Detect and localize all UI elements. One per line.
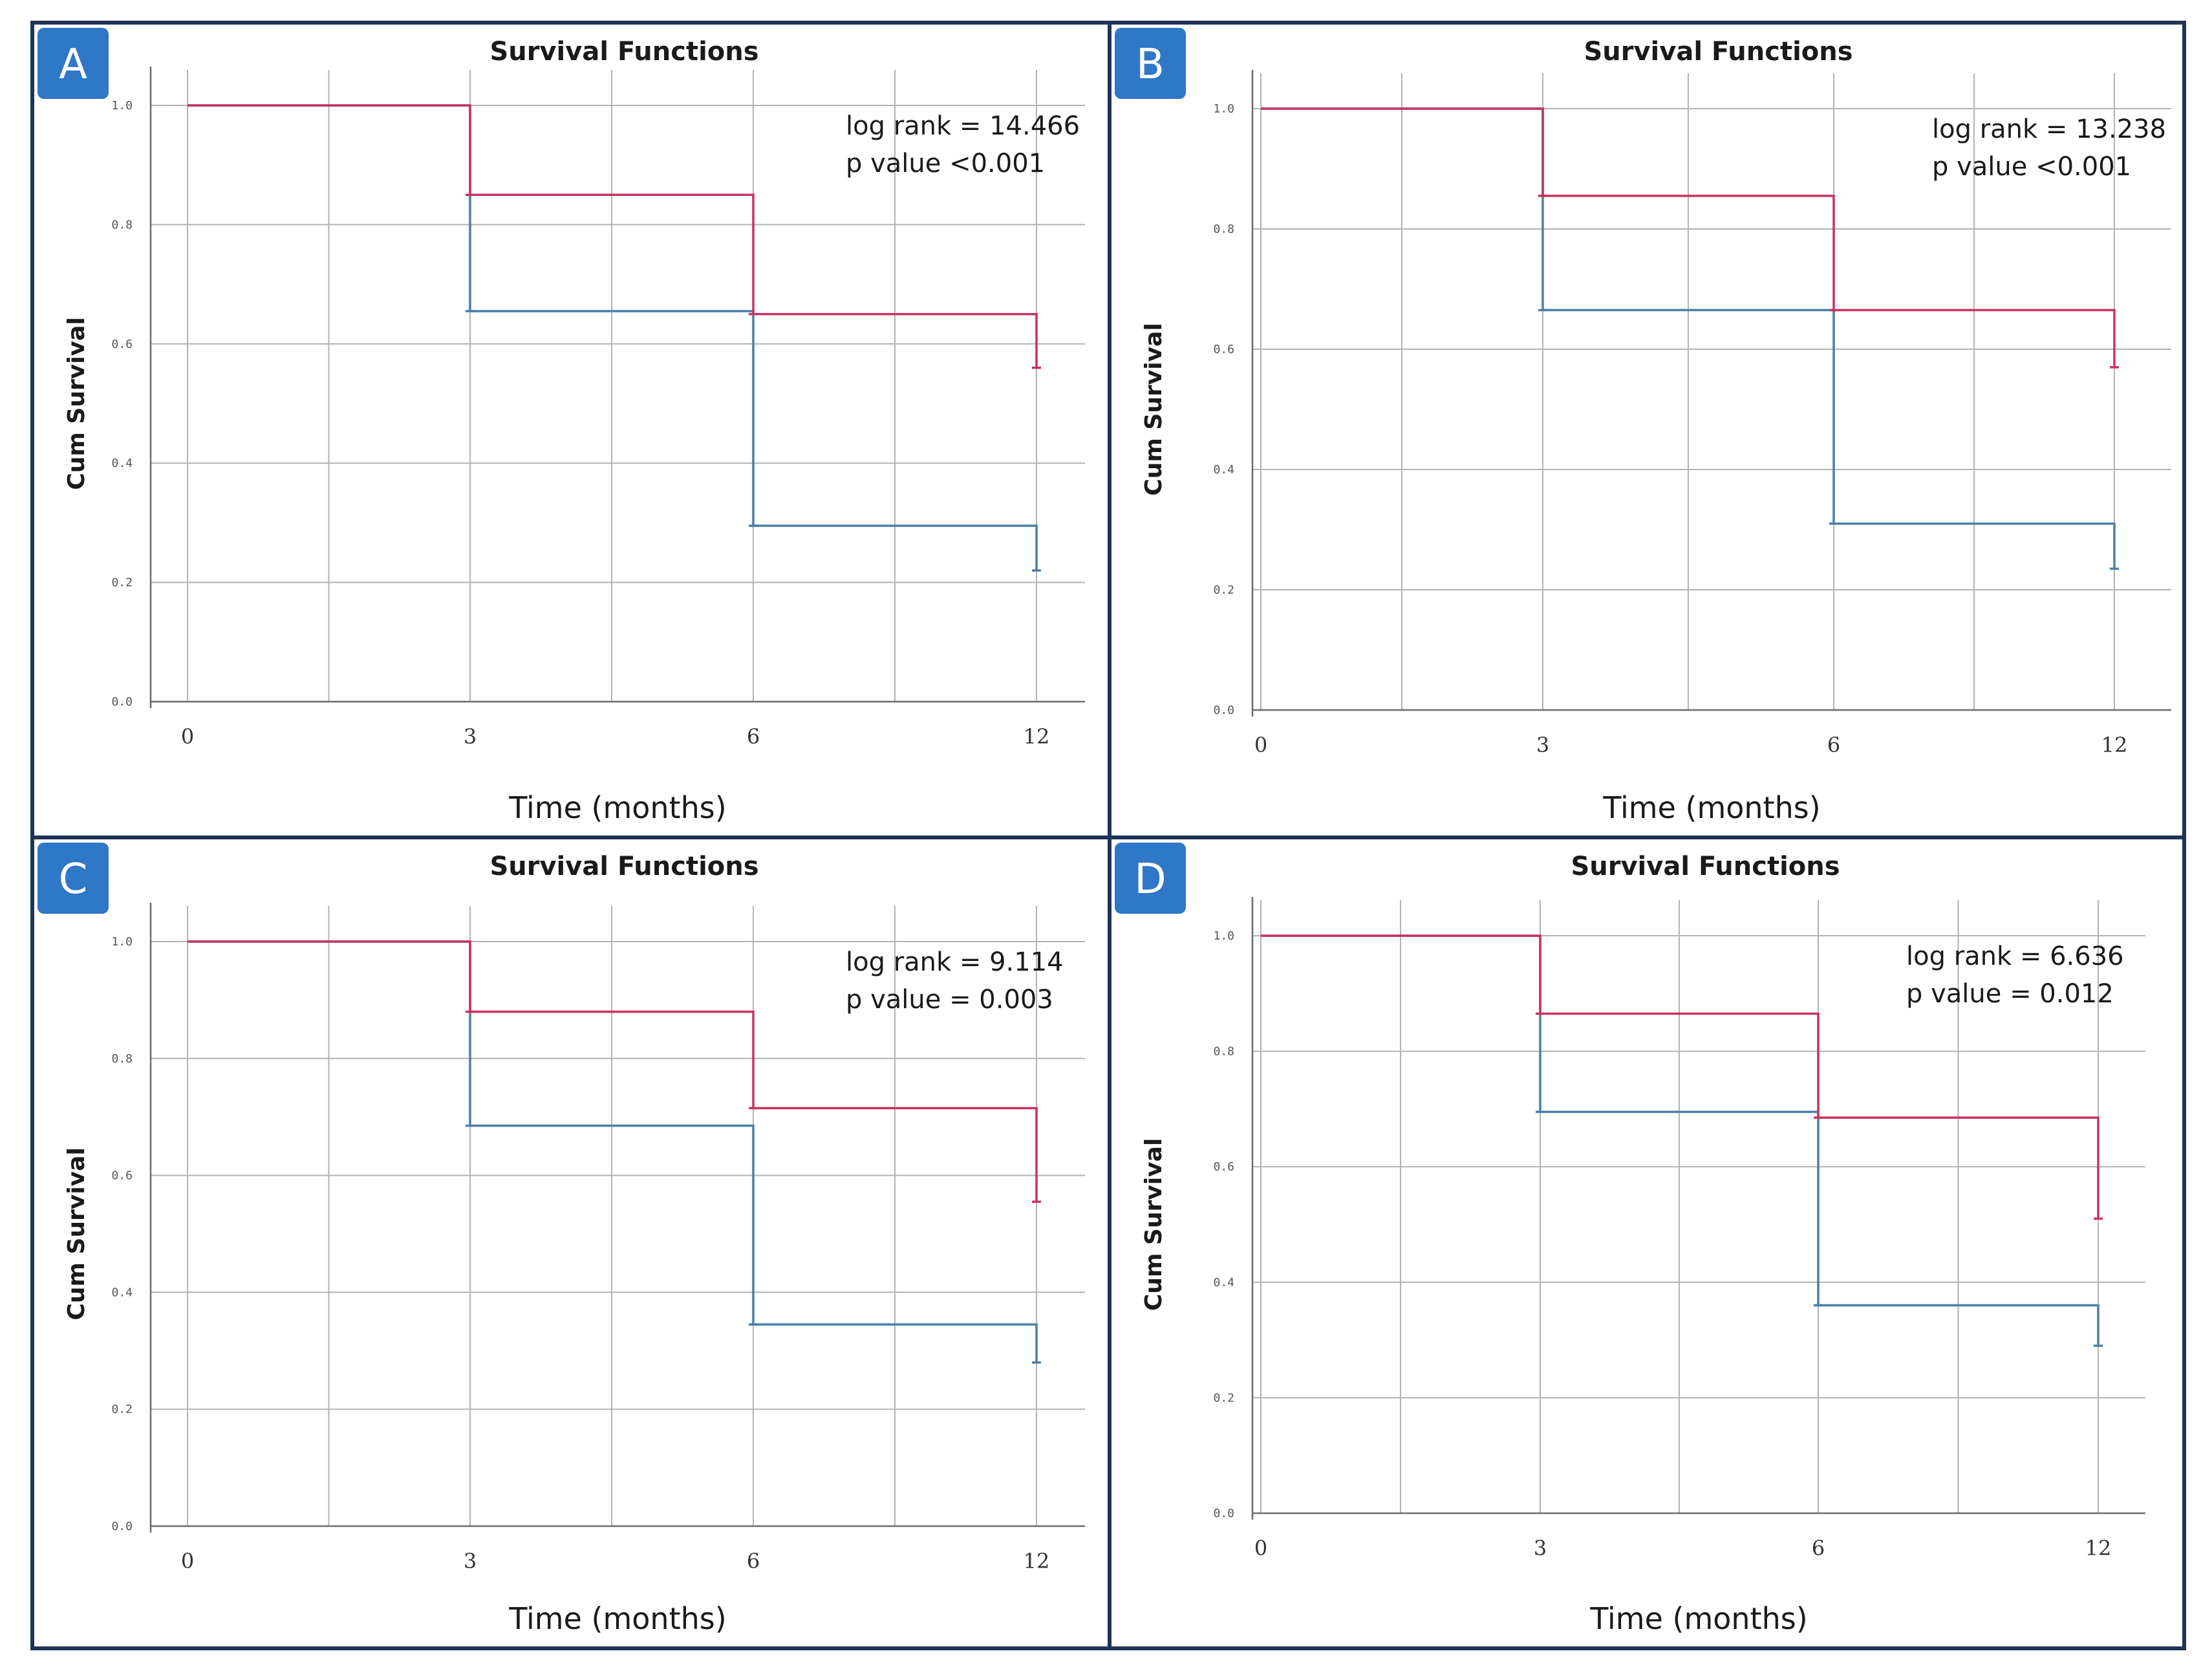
x-axis-label: Time (months) bbox=[1602, 790, 1820, 825]
y-tick-label: 0.0 bbox=[111, 695, 133, 709]
x-tick-label: 6 bbox=[1827, 733, 1840, 757]
x-tick-label: 3 bbox=[464, 724, 477, 749]
x-tick-label: 6 bbox=[747, 724, 760, 749]
y-tick-label: 1.0 bbox=[1213, 102, 1234, 116]
y-axis-label: Cum Survival bbox=[1141, 323, 1167, 495]
y-tick-label: 1.0 bbox=[111, 99, 133, 113]
log-rank-annotation: log rank = 13.238 bbox=[1932, 114, 2166, 144]
survival-curve-group-1 bbox=[188, 104, 1038, 368]
x-tick-label: 0 bbox=[181, 1549, 194, 1573]
log-rank-annotation: log rank = 14.466 bbox=[846, 111, 1080, 141]
panel-label: C bbox=[59, 856, 88, 903]
y-tick-label: 0.8 bbox=[1213, 222, 1234, 236]
y-tick-label: 0.4 bbox=[111, 457, 133, 470]
chart-title: Survival Functions bbox=[489, 37, 758, 67]
x-axis-label: Time (months) bbox=[1589, 1601, 1807, 1636]
y-tick-label: 0.2 bbox=[1213, 1391, 1234, 1405]
y-tick-label: 0.8 bbox=[1213, 1045, 1234, 1059]
x-tick-label: 12 bbox=[1024, 1549, 1050, 1573]
y-tick-label: 0.4 bbox=[1213, 463, 1234, 477]
p-value-annotation: p value = 0.012 bbox=[1906, 979, 2114, 1009]
panel-label-badge bbox=[38, 28, 109, 99]
x-tick-label: 12 bbox=[1024, 724, 1050, 749]
panel-label: A bbox=[59, 41, 87, 89]
survival-curve-group-1 bbox=[1261, 934, 2099, 1219]
y-tick-label: 0.2 bbox=[111, 1403, 133, 1416]
x-tick-label: 0 bbox=[181, 724, 194, 749]
y-tick-label: 0.6 bbox=[111, 1169, 133, 1183]
x-tick-label: 12 bbox=[2101, 733, 2128, 757]
x-tick-label: 12 bbox=[2085, 1536, 2112, 1560]
y-tick-label: 0.0 bbox=[1213, 704, 1234, 717]
log-rank-annotation: log rank = 6.636 bbox=[1906, 942, 2124, 971]
x-tick-label: 3 bbox=[464, 1549, 477, 1573]
y-tick-label: 1.0 bbox=[111, 935, 133, 949]
survival-curve-group-1 bbox=[1261, 107, 2116, 367]
chart-title: Survival Functions bbox=[489, 852, 758, 881]
x-tick-label: 0 bbox=[1254, 1536, 1267, 1560]
chart-title: Survival Functions bbox=[1584, 37, 1852, 67]
y-axis-label: Cum Survival bbox=[1141, 1138, 1167, 1311]
panel-a: A 0.0 0.2 0.4 0.6 0.8 1.0 0 3 6 12 Survival Functio… bbox=[30, 21, 1111, 839]
y-tick-label: 0.4 bbox=[111, 1286, 133, 1299]
y-tick-label: 1.0 bbox=[1213, 929, 1234, 943]
panel-d: D 0.0 0.2 0.4 0.6 0.8 1.0 0 3 6 12 Survival Functio… bbox=[1108, 836, 2186, 1650]
y-axis-label: Cum Survival bbox=[63, 1147, 90, 1320]
x-axis-label: Time (months) bbox=[508, 790, 726, 825]
survival-curve-group-1 bbox=[188, 940, 1038, 1202]
log-rank-annotation: log rank = 9.114 bbox=[846, 947, 1064, 977]
x-tick-label: 3 bbox=[1536, 733, 1549, 757]
y-tick-label: 0.0 bbox=[1213, 1507, 1234, 1520]
x-tick-label: 0 bbox=[1254, 733, 1267, 757]
p-value-annotation: p value = 0.003 bbox=[846, 985, 1053, 1015]
panel-c: C 0.0 0.2 0.4 0.6 0.8 1.0 0 3 6 12 Survival Functio… bbox=[30, 836, 1111, 1650]
y-tick-label: 0.6 bbox=[1213, 343, 1234, 356]
panel-label: D bbox=[1134, 856, 1166, 903]
panel-label-badge bbox=[1115, 28, 1186, 99]
x-tick-label: 6 bbox=[747, 1549, 760, 1573]
panel-b: B 0.0 0.2 0.4 0.6 0.8 1.0 0 3 6 12 Survival Functio… bbox=[1108, 21, 2186, 839]
panel-label-badge bbox=[1115, 843, 1186, 914]
x-tick-label: 3 bbox=[1534, 1536, 1547, 1560]
y-tick-label: 0.6 bbox=[1213, 1160, 1234, 1174]
p-value-annotation: p value <0.001 bbox=[846, 149, 1045, 178]
panel-label-badge bbox=[38, 843, 109, 914]
panel-frame bbox=[1108, 836, 2186, 1650]
p-value-annotation: p value <0.001 bbox=[1932, 152, 2131, 182]
y-tick-label: 0.2 bbox=[111, 576, 133, 590]
x-axis-label: Time (months) bbox=[508, 1601, 726, 1636]
y-tick-label: 0.0 bbox=[111, 1520, 133, 1533]
panel-label: B bbox=[1136, 41, 1165, 89]
chart-title: Survival Functions bbox=[1571, 852, 1840, 881]
y-tick-label: 0.8 bbox=[111, 1052, 133, 1066]
y-tick-label: 0.8 bbox=[111, 218, 133, 232]
y-axis-label: Cum Survival bbox=[63, 317, 90, 490]
x-tick-label: 6 bbox=[1812, 1536, 1825, 1560]
y-tick-label: 0.6 bbox=[111, 338, 133, 351]
y-tick-label: 0.2 bbox=[1213, 583, 1234, 597]
y-tick-label: 0.4 bbox=[1213, 1276, 1234, 1289]
